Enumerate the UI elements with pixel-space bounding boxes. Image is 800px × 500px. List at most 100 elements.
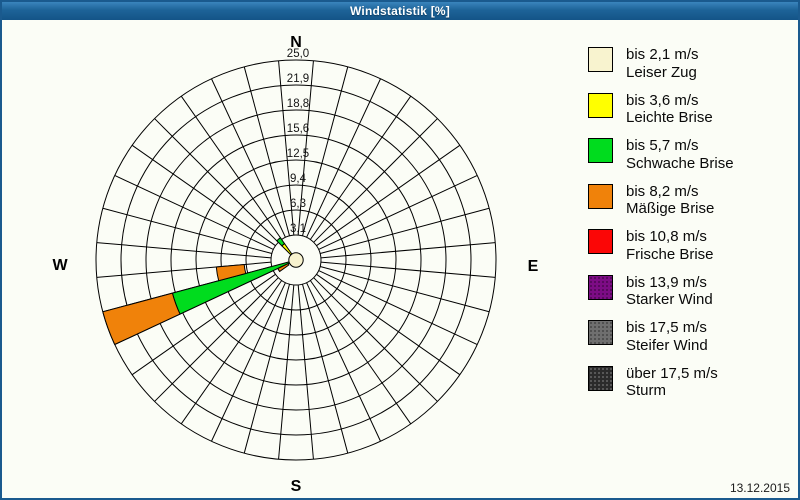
grid-spoke xyxy=(278,284,295,460)
wind-rose-chart: 3,1 6,3 9,4 12,5 15,6 18,8 21,9 25,0N S W E xyxy=(52,34,538,495)
legend-item: bis 8,2 m/s Mäßige Brise xyxy=(588,183,734,229)
legend-item: über 17,5 m/s Sturm xyxy=(588,365,734,411)
grid-spoke xyxy=(301,284,349,454)
ring-label: 6,3 xyxy=(290,198,306,210)
legend-name-label: Mäßige Brise xyxy=(626,200,715,217)
ring-label: 25,0 xyxy=(287,48,309,60)
ring-label: 9,4 xyxy=(290,173,307,185)
ring-label: 15,6 xyxy=(287,123,309,135)
legend-name-label: Leiser Zug xyxy=(626,63,697,81)
legend-speed-label: bis 8,2 m/s xyxy=(626,182,699,200)
calm-center-marker xyxy=(288,252,304,268)
grid-spoke xyxy=(309,95,412,240)
legend-item: bis 17,5 m/s Steifer Wind xyxy=(588,319,734,365)
grid-spoke xyxy=(297,284,314,460)
legend-speed-label: bis 2,1 m/s xyxy=(626,46,699,63)
legend-speed-label: bis 3,6 m/s xyxy=(626,91,699,109)
grid-spoke xyxy=(131,273,276,376)
grid-spoke xyxy=(297,60,314,236)
grid-ring xyxy=(270,234,322,286)
legend-item: bis 3,6 m/s Leichte Brise xyxy=(588,92,734,138)
legend-color-swatch xyxy=(588,365,613,391)
wind-sector-band xyxy=(277,263,290,273)
compass-labels: N S W E xyxy=(52,34,538,495)
legend-item: bis 10,8 m/s Frische Brise xyxy=(588,228,734,274)
grid-spoke xyxy=(306,282,381,442)
legend-color-swatch xyxy=(588,274,613,300)
legend-name-label: Steifer Wind xyxy=(626,336,708,354)
chart-content-area: 3,1 6,3 9,4 12,5 15,6 18,8 21,9 25,0 N S W E bis 2,… xyxy=(2,20,798,498)
grid-ring xyxy=(95,59,497,461)
legend-name-label: Frische Brise xyxy=(626,245,714,263)
grid-spoke xyxy=(318,175,478,250)
title-bar: Windstatistik [%] xyxy=(2,2,798,20)
grid-spoke xyxy=(313,118,438,243)
wind-sector-band xyxy=(281,242,293,256)
grid-spoke xyxy=(96,242,272,259)
grid-spoke xyxy=(309,280,412,425)
wind-sector-band xyxy=(102,292,181,346)
grid-spoke xyxy=(131,144,276,247)
grid-ring xyxy=(170,134,422,386)
grid-spoke xyxy=(114,175,274,250)
grid-spoke xyxy=(243,284,291,454)
legend-color-swatch xyxy=(588,47,613,72)
legend-item: bis 13,9 m/s Starker Wind xyxy=(588,274,734,320)
ring-label: 3,1 xyxy=(290,223,306,235)
compass-label-east: E xyxy=(528,258,539,275)
legend-speed-label: bis 17,5 m/s xyxy=(626,319,707,336)
grid-spoke xyxy=(211,282,286,442)
grid-spoke xyxy=(180,95,283,240)
grid-spoke xyxy=(278,60,295,236)
legend-name-label: Schwache Brise xyxy=(626,154,734,172)
wind-sectors xyxy=(102,236,293,346)
wind-sector-band xyxy=(276,236,286,247)
grid-ring xyxy=(220,184,372,336)
polar-grid xyxy=(95,59,497,461)
grid-spoke xyxy=(320,242,496,259)
legend-name-label: Sturm xyxy=(626,382,667,399)
grid-spoke xyxy=(301,66,349,236)
grid-spoke xyxy=(243,66,291,236)
legend-color-swatch xyxy=(588,92,613,118)
ring-label: 21,9 xyxy=(287,73,309,85)
legend-speed-label: bis 13,9 m/s xyxy=(626,273,707,291)
compass-label-west: W xyxy=(52,257,68,274)
ring-label: 12,5 xyxy=(287,148,309,160)
grid-spoke xyxy=(154,277,279,402)
grid-spoke xyxy=(320,207,490,255)
grid-spoke xyxy=(306,78,381,238)
compass-label-north: N xyxy=(290,34,302,51)
legend: bis 2,1 m/s Leiser Zug bis 3,6 m/s Leich… xyxy=(588,46,734,410)
legend-color-swatch xyxy=(588,183,613,209)
grid-spoke xyxy=(320,265,490,313)
window-title: Windstatistik [%] xyxy=(350,4,450,18)
grid-ring xyxy=(195,159,397,361)
grid-ring xyxy=(245,209,347,311)
grid-spoke xyxy=(154,118,279,243)
legend-item: bis 2,1 m/s Leiser Zug xyxy=(588,46,734,92)
grid-spoke xyxy=(211,78,286,238)
wind-sector-band xyxy=(215,263,247,282)
legend-name-label: Starker Wind xyxy=(626,291,713,308)
grid-spoke xyxy=(313,277,438,402)
legend-speed-label: bis 10,8 m/s xyxy=(626,228,707,245)
legend-item: bis 5,7 m/s Schwache Brise xyxy=(588,137,734,183)
legend-color-swatch xyxy=(588,229,613,254)
date-label: 13.12.2015 xyxy=(729,481,790,495)
legend-color-swatch xyxy=(588,138,613,163)
grid-spoke xyxy=(316,273,461,376)
grid-spoke xyxy=(180,280,283,425)
grid-spoke xyxy=(320,261,496,278)
ring-label: 18,8 xyxy=(287,98,309,110)
grid-ring xyxy=(145,109,447,411)
legend-speed-label: über 17,5 m/s xyxy=(626,364,718,382)
compass-label-south: S xyxy=(291,478,302,495)
legend-name-label: Leichte Brise xyxy=(626,109,713,126)
grid-spoke xyxy=(102,207,272,255)
grid-ring xyxy=(120,84,472,436)
legend-color-swatch xyxy=(588,320,613,345)
grid-spoke xyxy=(316,144,461,247)
ring-labels: 3,1 6,3 9,4 12,5 15,6 18,8 21,9 25,0 xyxy=(287,48,309,235)
